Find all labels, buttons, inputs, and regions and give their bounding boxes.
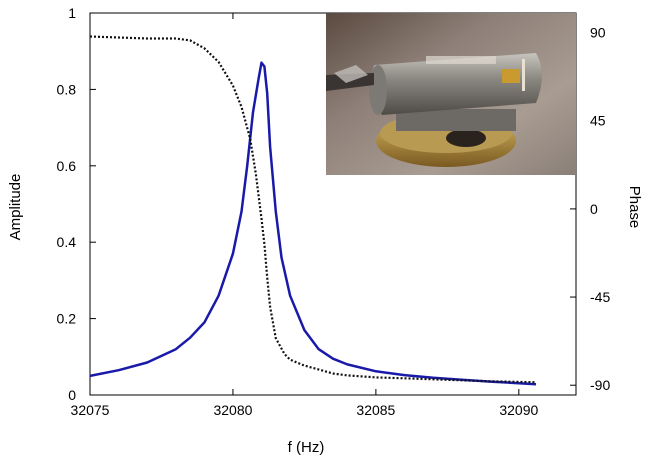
x-tick-label: 32090 [499,402,538,418]
amplitude-series-line [89,61,537,386]
y-tick-label: 0.2 [57,311,77,327]
y-tick-label: 0 [68,387,76,403]
y2-tick-label: -90 [590,377,610,393]
y2-tick-label: 0 [590,201,598,217]
y2-tick-label: 45 [590,113,606,129]
phase-series-line [89,35,537,384]
y2-tick-label: -45 [590,289,610,305]
y-axis-label: Amplitude [7,174,24,241]
y-tick-label: 0.8 [57,81,77,97]
series-layer [89,35,537,386]
y-tick-label: 1 [68,5,76,21]
x-tick-label: 32080 [213,402,252,418]
y2-tick-label: 90 [590,25,606,41]
tuning-fork-photo-image [326,13,576,175]
y2-axis-label: Phase [626,186,643,229]
y-tick-label: 0.6 [57,158,77,174]
x-tick-label: 32085 [356,402,395,418]
x-axis-label: f (Hz) [288,439,325,456]
y-tick-label: 0.4 [57,234,77,250]
tick-layer: 32075 32080 32085 32090 0 0.2 0.4 0.6 0.8 1 90 45 0 -… [57,5,611,418]
photo-inset [326,13,576,175]
x-tick-label: 32075 [71,402,110,418]
